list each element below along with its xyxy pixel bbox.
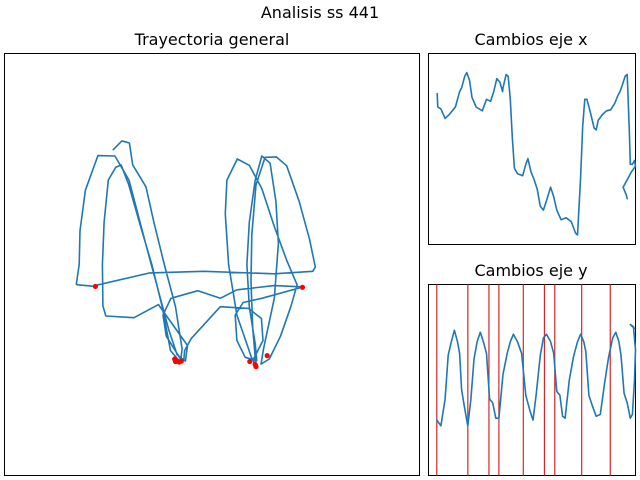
series-line-0 [75, 140, 317, 365]
marker-point-6 [247, 358, 253, 365]
trajectory-title: Trayectoria general [134, 30, 290, 49]
marker-point-10 [299, 284, 306, 290]
marker-point-5 [178, 358, 184, 364]
marker-point-0 [92, 283, 98, 290]
marker-point-9 [264, 353, 270, 359]
y-changes-title: Cambios eje y [474, 261, 587, 280]
series-line-0 [436, 71, 637, 236]
figure-suptitle: Analisis ss 441 [261, 3, 379, 22]
marker-point-8 [253, 364, 259, 370]
x-changes-title: Cambios eje x [474, 30, 587, 49]
x-changes-panel: Cambios eje x [428, 30, 637, 245]
trajectory-frame [4, 53, 420, 476]
y-changes-panel: Cambios eje y [428, 261, 637, 476]
y-changes-frame [428, 284, 636, 476]
trajectory-panel: Trayectoria general [4, 30, 420, 476]
x-changes-frame [428, 53, 636, 245]
series-line-0 [436, 323, 637, 427]
